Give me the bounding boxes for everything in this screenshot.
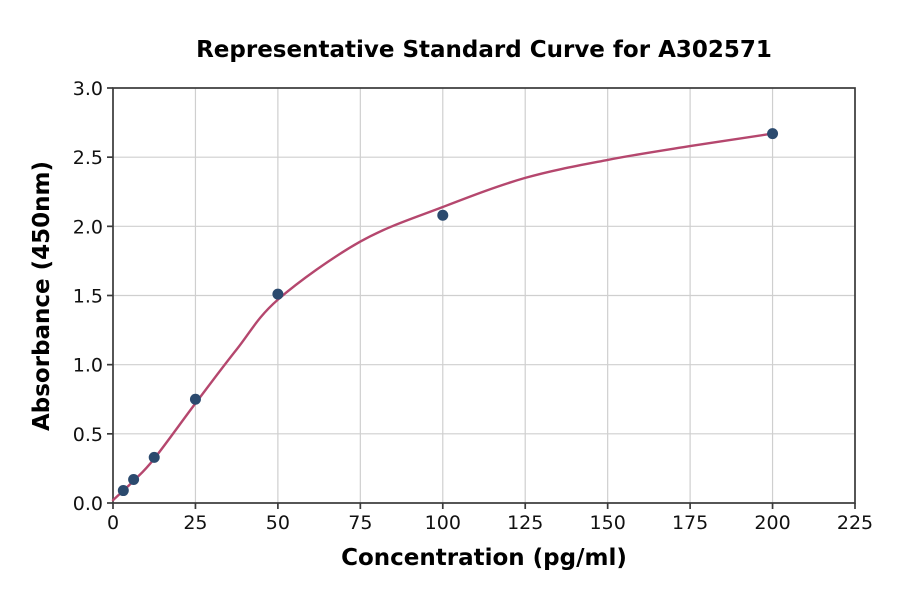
data-point (767, 128, 779, 140)
chart-title: Representative Standard Curve for A30257… (196, 37, 772, 63)
data-point (128, 473, 140, 485)
y-tick-label: 0.5 (73, 424, 103, 446)
data-point (117, 485, 129, 497)
x-tick-label: 25 (183, 512, 207, 534)
x-tick-label: 100 (425, 512, 461, 534)
y-tick-label: 0.0 (73, 493, 103, 515)
y-axis-label: Absorbance (450nm) (29, 161, 55, 431)
x-tick-label: 175 (672, 512, 708, 534)
x-tick-label: 0 (107, 512, 119, 534)
data-point (437, 209, 449, 221)
x-tick-label: 75 (348, 512, 372, 534)
data-point (272, 288, 284, 300)
data-point (189, 393, 201, 405)
x-tick-label: 225 (837, 512, 873, 534)
data-point (148, 451, 160, 463)
x-tick-label: 125 (507, 512, 543, 534)
x-axis-label: Concentration (pg/ml) (341, 545, 627, 571)
y-tick-label: 1.5 (73, 286, 103, 308)
x-tick-label: 50 (266, 512, 290, 534)
x-tick-label: 200 (754, 512, 790, 534)
y-tick-label: 3.0 (73, 78, 103, 100)
y-tick-label: 2.0 (73, 216, 103, 238)
y-tick-label: 1.0 (73, 355, 103, 377)
y-tick-label: 2.5 (73, 147, 103, 169)
x-tick-label: 150 (590, 512, 626, 534)
plot-render-layer: 0 25 50 75 100 125 150 175 200 225 0.0 0.5 1.0 1.5 2.0… (73, 78, 873, 534)
